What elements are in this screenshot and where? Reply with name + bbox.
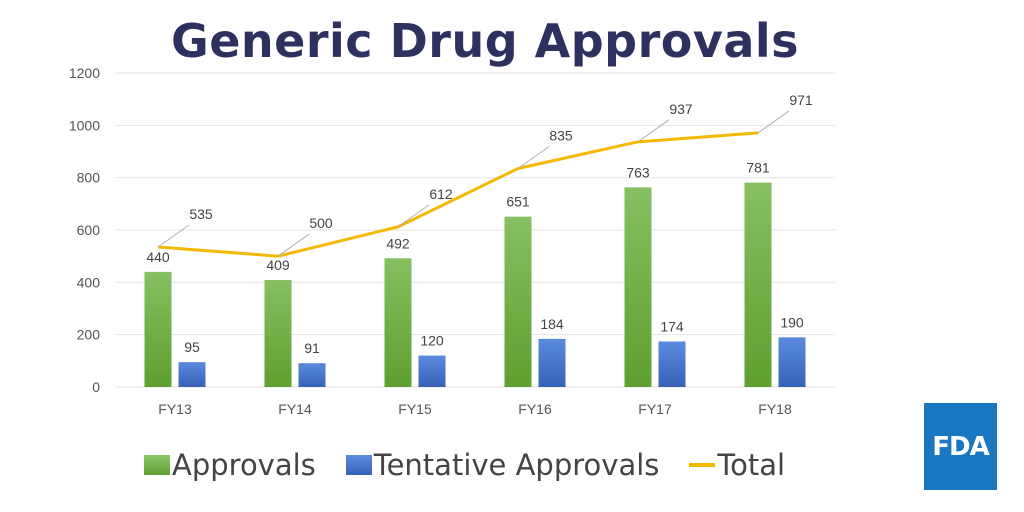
y-tick-label: 1200 <box>69 65 100 81</box>
data-label-tentative: 174 <box>660 318 684 334</box>
chart-legend: Approvals Tentative Approvals Total <box>144 448 815 482</box>
bar-tentative <box>418 355 446 387</box>
bar-approvals <box>384 258 412 387</box>
x-tick-label: FY18 <box>758 401 792 417</box>
y-tick-label: 0 <box>92 379 100 395</box>
data-label-total: 612 <box>429 186 453 202</box>
data-label-total: 937 <box>669 101 693 117</box>
y-tick-label: 600 <box>77 222 101 238</box>
x-tick-label: FY14 <box>278 401 312 417</box>
bar-approvals <box>744 182 772 387</box>
bar-tentative <box>778 337 806 387</box>
leader-line-total <box>637 119 670 143</box>
bar-approvals <box>624 187 652 387</box>
data-label-approvals: 409 <box>266 257 290 273</box>
legend-label-tentative: Tentative Approvals <box>373 448 660 482</box>
legend-swatch-approvals <box>144 455 170 475</box>
y-tick-label: 1000 <box>69 117 100 133</box>
bar-approvals <box>144 271 172 387</box>
data-label-tentative: 91 <box>304 340 320 356</box>
data-label-approvals: 492 <box>386 235 410 251</box>
legend-item-total: Total <box>689 448 785 482</box>
leader-line-total <box>157 224 190 248</box>
data-label-tentative: 184 <box>540 316 564 332</box>
x-tick-label: FY13 <box>158 401 192 417</box>
chart-title: Generic Drug Approvals <box>170 14 800 68</box>
y-tick-label: 800 <box>77 170 101 186</box>
fda-logo: FDA <box>924 403 997 490</box>
data-label-total: 500 <box>309 215 333 231</box>
legend-label-total: Total <box>717 448 786 482</box>
data-label-total: 835 <box>549 128 573 144</box>
y-tick-label: 400 <box>77 274 101 290</box>
data-label-tentative: 190 <box>780 314 804 330</box>
leader-line-total <box>277 233 310 257</box>
leader-line-total <box>517 146 550 169</box>
legend-swatch-tentative <box>345 455 372 475</box>
data-label-tentative: 95 <box>184 339 200 355</box>
data-label-tentative: 120 <box>420 333 444 349</box>
series-line-total <box>157 131 759 258</box>
legend-label-approvals: Approvals <box>172 448 316 482</box>
x-tick-label: FY16 <box>518 401 552 417</box>
leader-line-total <box>757 110 790 134</box>
data-label-approvals: 763 <box>626 164 650 180</box>
data-label-approvals: 651 <box>506 194 530 210</box>
legend-item-tentative: Tentative Approvals <box>345 448 660 482</box>
leader-line-total <box>397 204 430 228</box>
bar-tentative <box>538 338 566 387</box>
bar-tentative <box>178 362 206 387</box>
bar-tentative <box>298 363 326 387</box>
bar-approvals <box>264 279 292 387</box>
legend-swatch-total <box>689 463 716 467</box>
data-label-total: 971 <box>789 92 813 108</box>
data-label-total: 535 <box>189 206 213 222</box>
x-tick-label: FY15 <box>398 401 432 417</box>
data-label-approvals: 781 <box>746 160 770 176</box>
y-tick-label: 200 <box>77 327 101 343</box>
fda-logo-text: FDA <box>932 431 989 462</box>
bar-approvals <box>504 216 532 387</box>
bar-tentative <box>658 341 686 387</box>
legend-item-approvals: Approvals <box>144 448 316 482</box>
data-label-approvals: 440 <box>146 249 170 265</box>
x-tick-label: FY17 <box>638 401 672 417</box>
